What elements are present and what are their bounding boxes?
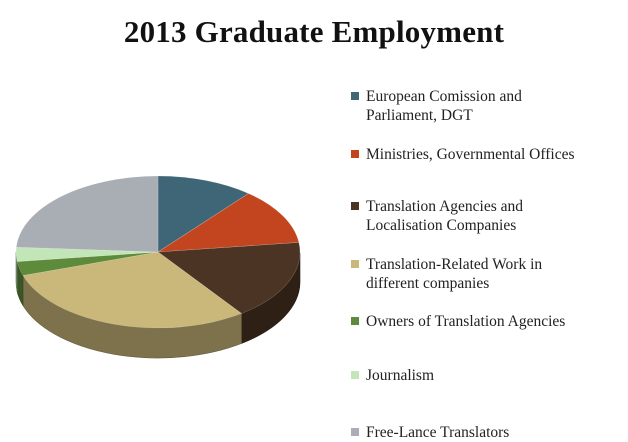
legend-label: Translation-Related Work in different com… <box>366 255 628 293</box>
legend-label-line: European Comission and <box>366 88 522 105</box>
legend-label-line: Translation Agencies and <box>366 198 523 215</box>
legend-label-line: different companies <box>366 275 490 292</box>
legend-label: Free-Lance Translators <box>366 423 628 442</box>
legend-label: Journalism <box>366 366 628 385</box>
legend-swatch <box>351 260 359 268</box>
chart-title: 2013 Graduate Employment <box>123 14 505 49</box>
legend-label-line: Owners of Translation Agencies <box>366 313 566 330</box>
legend-label-line: Journalism <box>366 367 435 384</box>
legend-label-line: Free-Lance Translators <box>366 424 510 441</box>
pie-slice-3 <box>22 251 243 329</box>
legend-swatch <box>351 202 359 210</box>
pie-slice-2 <box>157 242 301 314</box>
pie-slice-6 <box>15 175 159 253</box>
legend-label: Owners of Translation Agencies <box>366 312 628 331</box>
pie-slice-1 <box>156 193 300 253</box>
pie-top-slices <box>15 175 301 329</box>
legend-label-line: Localisation Companies <box>366 217 517 234</box>
legend-label: Ministries, Governmental Offices <box>366 145 628 164</box>
legend-label: European Comission and Parliament, DGT <box>366 87 628 125</box>
legend-swatch <box>351 317 359 325</box>
legend-label-line: Ministries, Governmental Offices <box>366 146 575 163</box>
legend-swatch <box>351 92 359 100</box>
legend-label-line: Parliament, DGT <box>366 107 473 124</box>
pie-slice-4 <box>16 251 159 276</box>
pie-slice-5 <box>15 246 159 262</box>
legend-swatch <box>351 428 359 436</box>
legend-label: Translation Agencies and Localisation Com… <box>366 197 628 235</box>
legend-swatch <box>351 371 359 379</box>
pie-slice-0 <box>157 175 250 253</box>
legend-label-line: Translation-Related Work in <box>366 256 543 273</box>
legend-swatch <box>351 150 359 158</box>
